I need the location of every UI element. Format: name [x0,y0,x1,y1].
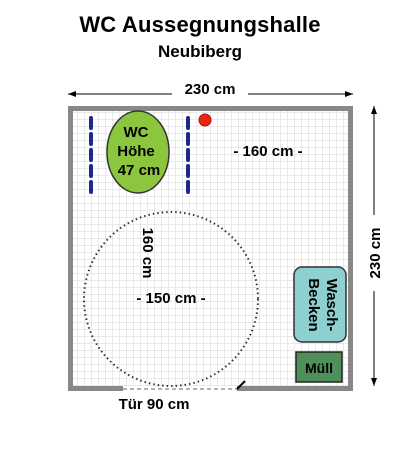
wall-left [68,106,73,391]
arrowhead-down-icon [371,378,377,386]
toilet: WC Höhe 47 cm [106,110,170,194]
waste-bin-label: Müll [305,360,333,376]
flush-button-marker [198,113,212,127]
wall-bottom-left [68,386,123,391]
arrowhead-up-icon [371,106,377,114]
wall-right [348,106,353,391]
wall-top [68,106,353,111]
arrowhead-left-icon [68,91,76,97]
page-title: WC Aussegnungshalle [79,12,321,37]
sink-label-line2: Becken [305,278,322,331]
sink: Wasch- Becken [293,266,347,343]
height-label: 230 cm [367,228,384,279]
page-subtitle: Neubiberg [157,42,243,61]
arrowhead-right-icon [345,91,353,97]
toilet-bowl [106,110,170,194]
width-label: 230 cm [185,81,236,98]
circle-diameter-horizontal-label: - 150 cm - [136,290,205,307]
circle-diameter-vertical-label: 160 cm [139,228,156,279]
turning-circle [83,211,259,387]
wall-bottom-right [237,386,353,391]
door-label: Tür 90 cm [119,396,190,413]
toilet-label: WC [124,124,149,141]
toilet-height-value: 47 cm [118,162,161,179]
sink-basin [293,266,347,343]
toilet-height-label: Höhe [117,143,155,160]
waste-bin: Müll [295,351,343,383]
clearance-label: - 160 cm - [233,143,302,160]
sink-label-line1: Wasch- [323,279,340,332]
door-leaf [236,380,246,390]
waste-bin-box [295,351,343,383]
